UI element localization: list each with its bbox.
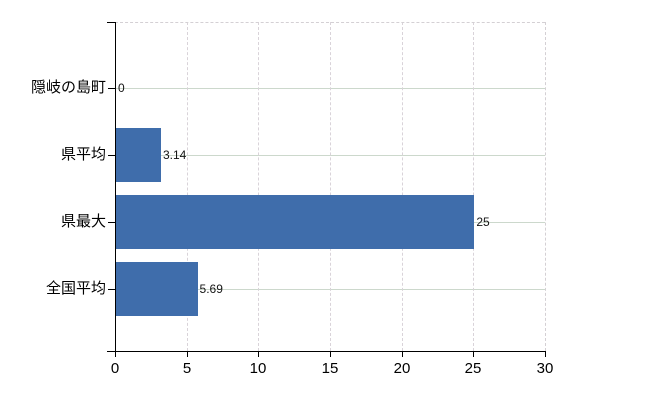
x-tick [473,351,474,357]
bar [116,128,161,182]
bar-value-label: 0 [118,81,125,95]
category-label: 隠岐の島町 [30,79,106,96]
x-axis-line [107,351,546,352]
category-label: 県最大 [60,213,106,230]
x-tick [545,351,546,357]
y-tick [108,222,115,223]
plot-border-right [545,22,546,351]
plot-border-top [115,22,545,23]
x-tick-label: 0 [110,360,120,377]
y-axis-line [115,22,116,352]
tick-gridline [330,22,331,351]
tick-gridline [187,22,188,351]
x-tick-label: 5 [182,360,192,377]
x-tick [187,351,188,357]
x-tick-label: 20 [393,360,411,377]
y-axis-end-tick [107,22,115,23]
x-tick [115,351,116,357]
tick-gridline [258,22,259,351]
x-tick [330,351,331,357]
tick-gridline [402,22,403,351]
x-tick-label: 10 [249,360,267,377]
x-tick-label: 30 [536,360,554,377]
bar [116,262,198,316]
category-label: 県平均 [60,146,106,163]
y-tick [108,155,115,156]
y-tick [108,289,115,290]
bar-value-label: 5.69 [199,282,223,296]
bar-value-label: 3.14 [163,148,187,162]
x-tick-label: 25 [464,360,482,377]
x-tick [258,351,259,357]
tick-gridline [473,22,474,351]
bar [116,195,474,249]
x-tick [402,351,403,357]
y-tick [108,88,115,89]
category-label: 全国平均 [45,280,106,297]
bar-value-label: 25 [476,215,490,229]
x-tick-label: 15 [321,360,339,377]
